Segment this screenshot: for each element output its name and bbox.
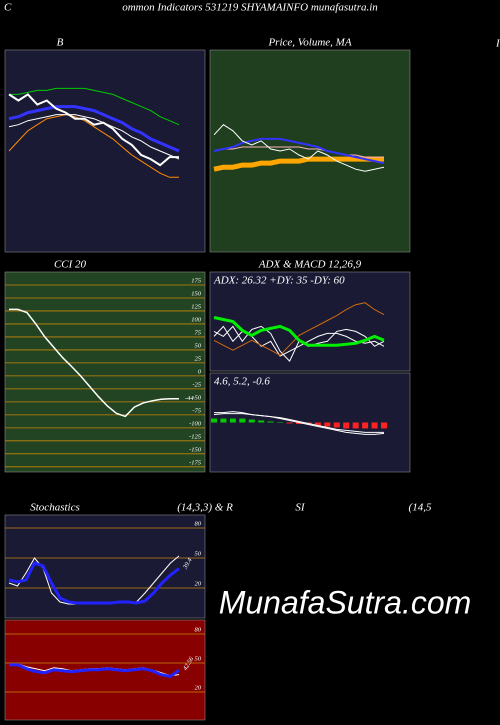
histogram-bar bbox=[286, 422, 293, 424]
y-tick-label: 50 bbox=[195, 550, 202, 557]
y-tick-label: -25 bbox=[192, 381, 201, 388]
y-tick-label: 150 bbox=[191, 290, 202, 297]
series-line bbox=[9, 87, 180, 126]
panel-title: Stochastics bbox=[30, 502, 80, 514]
histogram-bar bbox=[211, 418, 217, 423]
histogram-bar bbox=[229, 418, 236, 423]
panel-title-suffix: (14,3,3) & R bbox=[177, 502, 233, 514]
y-tick-label: -100 bbox=[189, 420, 202, 427]
series-line bbox=[213, 413, 384, 433]
series-line bbox=[8, 105, 180, 153]
y-tick-label: 175 bbox=[191, 277, 202, 284]
panel-title: ADX & MACD 12,26,9 bbox=[258, 259, 362, 271]
series-line bbox=[213, 146, 384, 158]
y-tick-label: 50 bbox=[195, 342, 202, 349]
annotation: ADX: 26.32 +DY: 35 -DY: 60 bbox=[213, 275, 345, 287]
y-tick-label: -75 bbox=[192, 407, 201, 414]
series-line bbox=[213, 316, 385, 347]
histogram-bar bbox=[343, 422, 350, 429]
y-tick-label: 80 bbox=[195, 520, 202, 527]
annotation: 4.6, 5.2, -0.6 bbox=[214, 376, 270, 388]
y-tick-label: 0 bbox=[198, 368, 202, 375]
series-line bbox=[8, 114, 180, 160]
histogram-bar bbox=[314, 422, 321, 426]
panel-title-suffix: (14,5 bbox=[409, 502, 432, 514]
panel-title: SI bbox=[295, 502, 306, 514]
y-tick-label: 20 bbox=[195, 684, 202, 691]
panel bbox=[4, 49, 206, 253]
series-line bbox=[8, 114, 179, 178]
series-line bbox=[213, 156, 384, 172]
end-value-label: -44 bbox=[185, 395, 194, 402]
watermark: MunafaSutra.com bbox=[219, 584, 472, 620]
panel bbox=[209, 271, 411, 372]
panel bbox=[4, 271, 206, 473]
histogram-bar bbox=[333, 422, 340, 428]
y-tick-label: 125 bbox=[191, 303, 202, 310]
panel-title: CCI 20 bbox=[54, 259, 87, 271]
series-line bbox=[213, 137, 385, 165]
series-line bbox=[213, 302, 385, 356]
histogram-bar bbox=[352, 422, 359, 429]
histogram-bar bbox=[371, 422, 378, 429]
histogram-bar bbox=[362, 422, 369, 429]
series-line bbox=[213, 124, 385, 172]
y-tick-label: -175 bbox=[189, 459, 202, 466]
series-line bbox=[8, 93, 179, 167]
y-tick-label: -150 bbox=[189, 446, 202, 453]
header-right: I bbox=[495, 38, 500, 50]
panel-title: B bbox=[57, 37, 64, 49]
header-left: C bbox=[4, 2, 12, 14]
y-tick-label: 20 bbox=[195, 580, 202, 587]
panel bbox=[4, 514, 206, 619]
header-title: ommon Indicators 531219 SHYAMAINFO munaf… bbox=[122, 2, 378, 14]
histogram-bar bbox=[258, 420, 265, 423]
histogram-bar bbox=[381, 422, 387, 429]
panel-title: Price, Volume, MA bbox=[267, 37, 351, 49]
histogram-bar bbox=[220, 418, 227, 423]
histogram-bar bbox=[239, 418, 246, 423]
y-tick-label: 80 bbox=[195, 626, 202, 633]
series-line bbox=[9, 663, 180, 679]
histogram-bar bbox=[248, 419, 255, 423]
y-tick-label: 25 bbox=[195, 355, 202, 362]
histogram-bar bbox=[267, 421, 274, 423]
y-tick-label: -125 bbox=[189, 433, 202, 440]
y-tick-label: 75 bbox=[195, 329, 202, 336]
series-line bbox=[9, 308, 179, 418]
series-line bbox=[8, 561, 180, 605]
y-tick-label: 50 bbox=[195, 655, 202, 662]
y-tick-label: -50 bbox=[192, 394, 201, 401]
panel bbox=[209, 49, 411, 253]
series-line bbox=[214, 411, 385, 435]
histogram-bar bbox=[296, 422, 302, 424]
histogram-bar bbox=[324, 422, 331, 427]
y-tick-label: 100 bbox=[191, 316, 202, 323]
